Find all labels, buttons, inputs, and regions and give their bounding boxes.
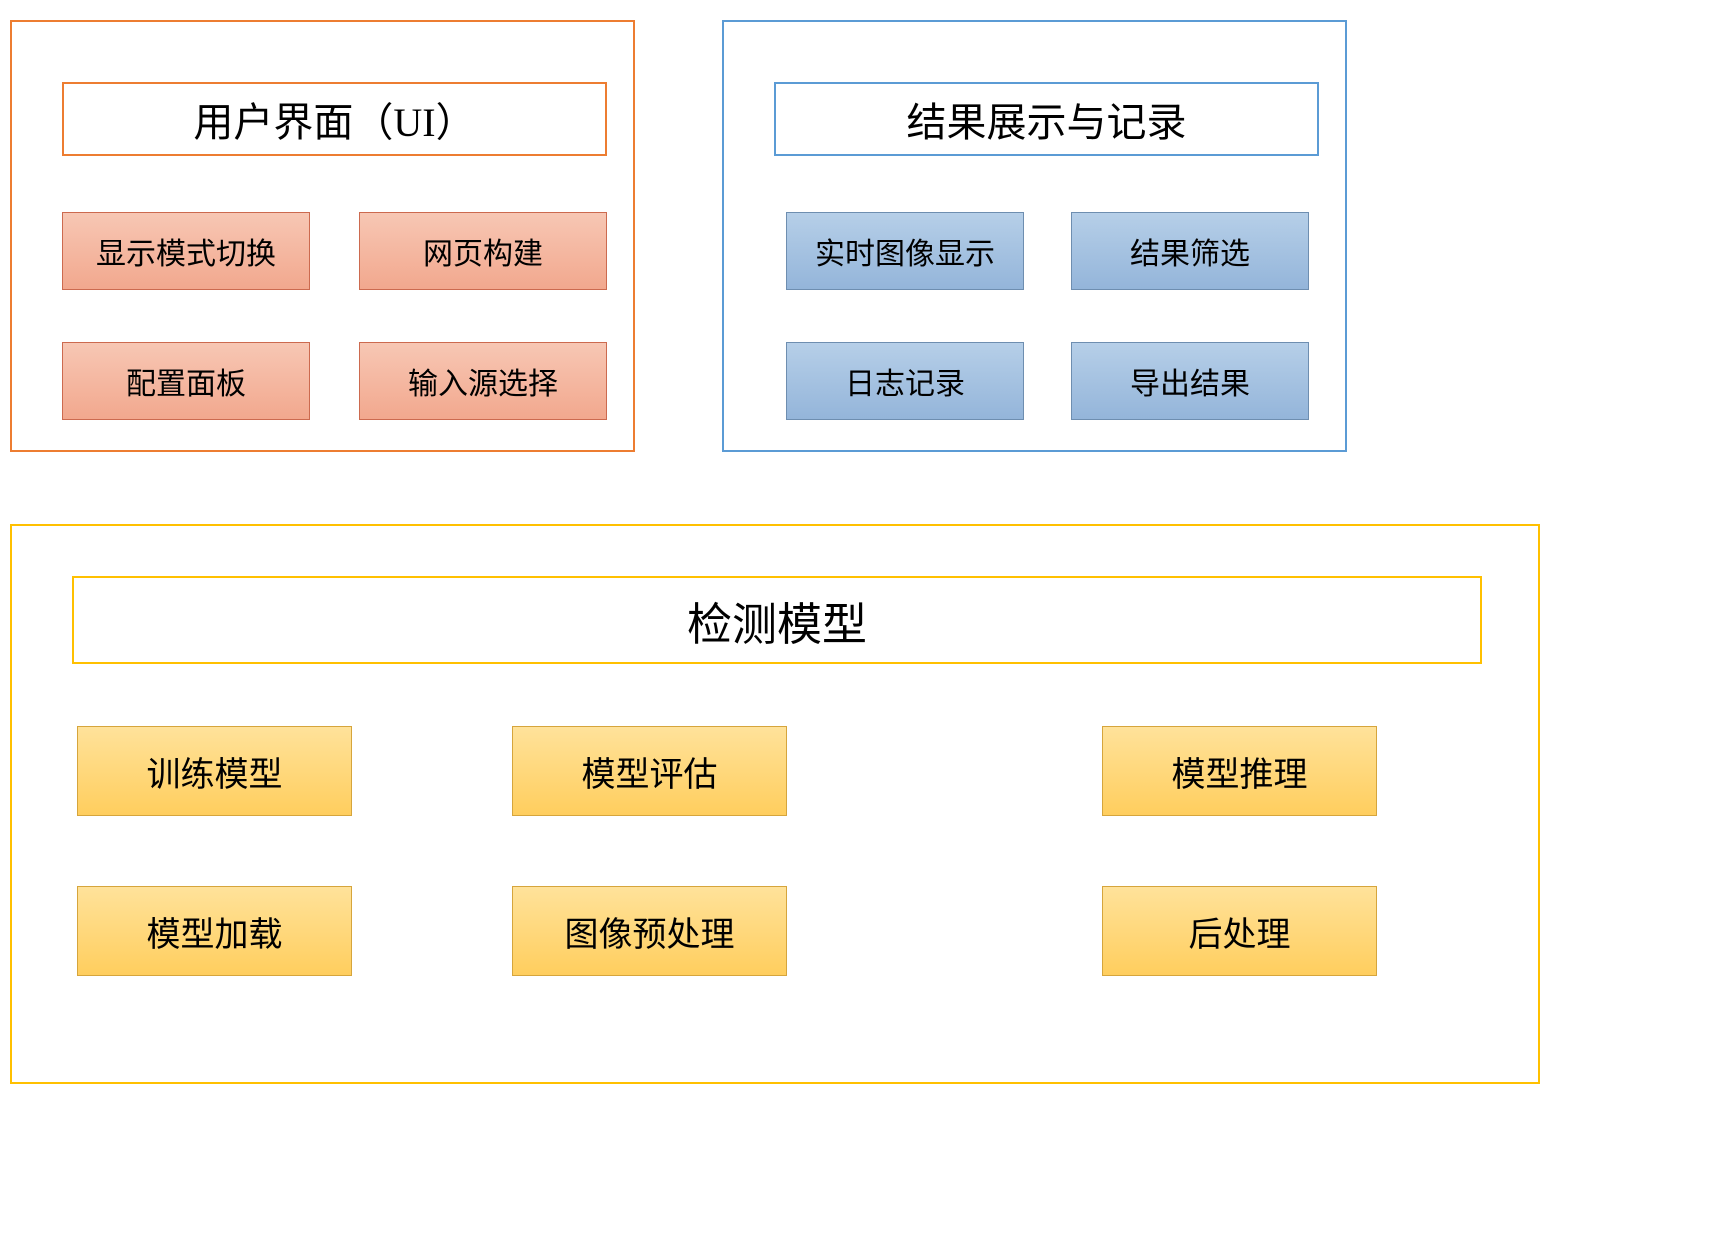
panel-model: 检测模型 训练模型 模型评估 模型推理 模型加载 图像预处理 后处理	[10, 524, 1540, 1084]
results-item-realtime-display: 实时图像显示	[786, 212, 1024, 290]
panel-ui: 用户界面（UI） 显示模式切换 网页构建 配置面板 输入源选择	[10, 20, 635, 452]
model-item-train: 训练模型	[77, 726, 352, 816]
ui-item-config-panel: 配置面板	[62, 342, 310, 420]
ui-item-label: 配置面板	[126, 359, 246, 403]
model-item-label: 后处理	[1189, 907, 1291, 956]
panel-ui-title: 用户界面（UI）	[62, 82, 607, 156]
model-item-postprocess: 后处理	[1102, 886, 1377, 976]
results-item-label: 结果筛选	[1130, 229, 1250, 273]
results-item-log: 日志记录	[786, 342, 1024, 420]
model-item-label: 训练模型	[147, 747, 283, 796]
panel-results-title-text: 结果展示与记录	[907, 90, 1187, 148]
ui-item-label: 网页构建	[423, 229, 543, 273]
model-item-label: 模型加载	[147, 907, 283, 956]
results-item-label: 日志记录	[845, 359, 965, 403]
results-item-label: 导出结果	[1130, 359, 1250, 403]
panel-ui-title-text: 用户界面（UI）	[193, 90, 475, 148]
panel-results: 结果展示与记录 实时图像显示 结果筛选 日志记录 导出结果	[722, 20, 1347, 452]
ui-item-display-mode: 显示模式切换	[62, 212, 310, 290]
results-item-label: 实时图像显示	[815, 229, 995, 273]
model-item-load: 模型加载	[77, 886, 352, 976]
panel-results-title: 结果展示与记录	[774, 82, 1319, 156]
model-item-evaluate: 模型评估	[512, 726, 787, 816]
ui-item-input-source: 输入源选择	[359, 342, 607, 420]
ui-item-label: 显示模式切换	[96, 229, 276, 273]
model-item-preprocess: 图像预处理	[512, 886, 787, 976]
ui-item-web-build: 网页构建	[359, 212, 607, 290]
model-item-inference: 模型推理	[1102, 726, 1377, 816]
results-item-export: 导出结果	[1071, 342, 1309, 420]
panel-model-title: 检测模型	[72, 576, 1482, 664]
results-item-filter: 结果筛选	[1071, 212, 1309, 290]
model-item-label: 图像预处理	[565, 907, 735, 956]
model-item-label: 模型评估	[582, 747, 718, 796]
panel-model-title-text: 检测模型	[687, 588, 867, 653]
model-item-label: 模型推理	[1172, 747, 1308, 796]
ui-item-label: 输入源选择	[408, 359, 558, 403]
